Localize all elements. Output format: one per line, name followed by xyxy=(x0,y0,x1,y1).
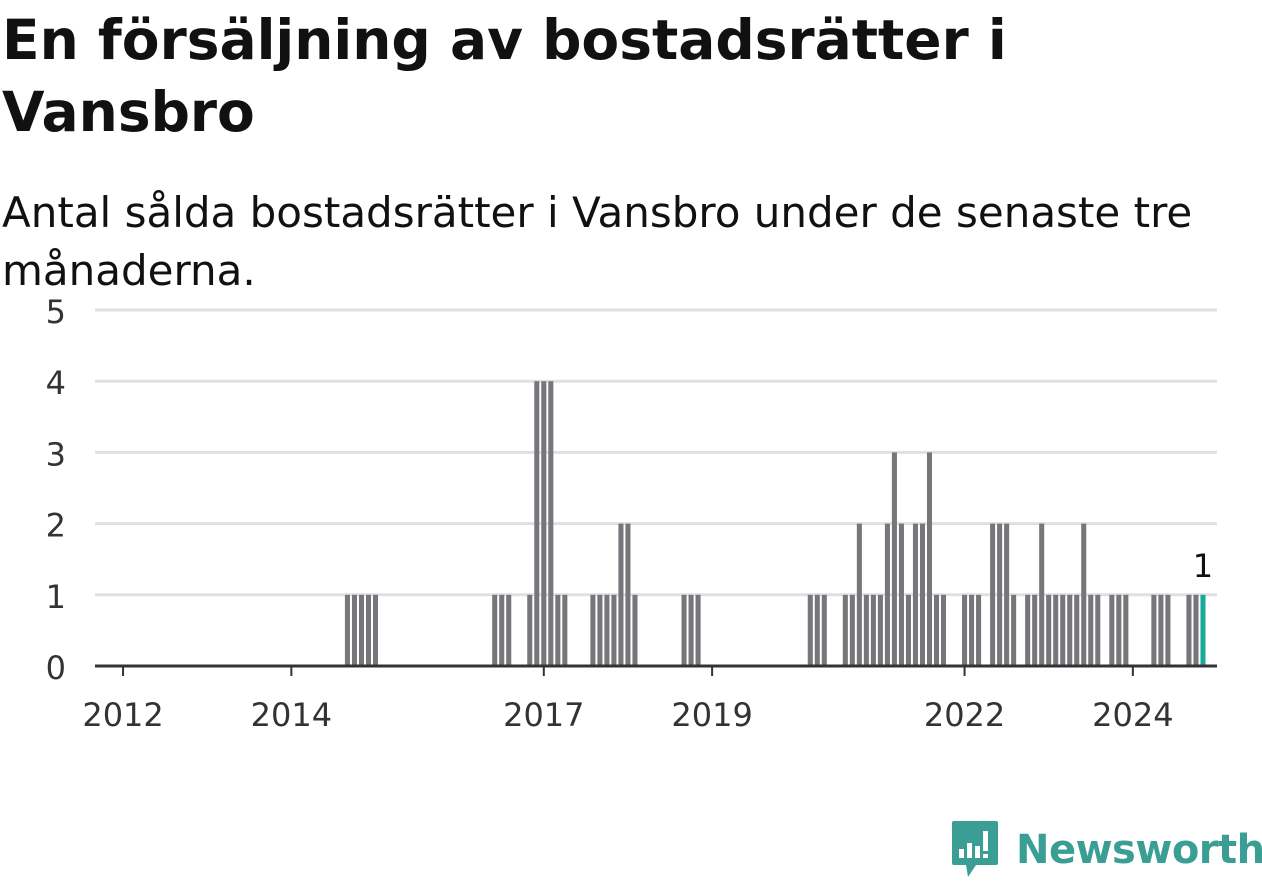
bar-chart-speech-bubble-icon xyxy=(952,821,998,877)
bar xyxy=(1186,594,1192,666)
gridlines xyxy=(95,308,1217,597)
bars xyxy=(344,381,1206,666)
bar xyxy=(534,381,540,666)
bar xyxy=(807,594,813,666)
bar xyxy=(933,594,940,666)
bar-chart: 0 1 2 3 4 5 2012 2014 2017 2019 2022 2024 1 xyxy=(46,293,1217,730)
y-tick-label: 5 xyxy=(46,293,66,331)
bar xyxy=(912,523,918,666)
bar xyxy=(1151,594,1157,666)
bar xyxy=(527,594,533,666)
y-axis-ticks: 0 1 2 3 4 5 xyxy=(46,293,66,687)
bar xyxy=(990,523,996,666)
bar xyxy=(625,523,631,666)
bar xyxy=(1053,594,1059,666)
bar xyxy=(891,452,897,666)
highlight-bar xyxy=(1200,594,1206,666)
bar xyxy=(1067,594,1073,666)
bar xyxy=(611,594,617,666)
bar xyxy=(1158,594,1164,666)
newsworthy-logo: Newsworthy xyxy=(950,818,1262,882)
bar xyxy=(590,594,596,666)
bar xyxy=(976,594,982,666)
bar xyxy=(919,523,925,666)
bar xyxy=(548,381,554,666)
bar xyxy=(842,594,848,666)
bar xyxy=(358,594,364,666)
bar xyxy=(499,594,505,666)
bar xyxy=(344,594,350,666)
bar xyxy=(597,594,603,666)
bar xyxy=(969,594,975,666)
bar xyxy=(926,452,933,666)
y-tick-label: 2 xyxy=(46,507,66,545)
bar xyxy=(870,594,876,666)
bar xyxy=(1032,594,1038,666)
bar xyxy=(351,594,357,666)
bar xyxy=(1011,594,1017,666)
highlight-value-label: 1 xyxy=(1193,547,1213,585)
bar xyxy=(1116,594,1122,666)
bar xyxy=(1025,594,1031,666)
bar xyxy=(1123,594,1129,666)
bar xyxy=(884,523,890,666)
x-tick-label: 2017 xyxy=(503,696,584,730)
brand-name: Newsworthy xyxy=(1016,827,1262,873)
bar xyxy=(541,381,547,666)
bar xyxy=(1004,523,1010,666)
bar xyxy=(492,594,498,666)
bar xyxy=(604,594,610,666)
bar xyxy=(856,523,862,666)
bar xyxy=(1109,594,1115,666)
x-tick-label: 2022 xyxy=(924,696,1005,730)
bar xyxy=(962,594,968,666)
bar xyxy=(618,523,624,666)
bar xyxy=(555,594,561,666)
bar xyxy=(940,594,947,666)
bar xyxy=(849,594,855,666)
chart-subtitle: Antal sålda bostadsrätter i Vansbro unde… xyxy=(2,188,1193,295)
x-tick-label: 2024 xyxy=(1092,696,1173,730)
bar xyxy=(905,594,911,666)
bar xyxy=(997,523,1003,666)
y-tick-label: 4 xyxy=(46,364,66,402)
y-tick-label: 3 xyxy=(46,435,66,473)
bar xyxy=(562,594,568,666)
bar xyxy=(1060,594,1066,666)
bar xyxy=(1165,594,1171,666)
bar xyxy=(506,594,512,666)
bar xyxy=(372,594,379,666)
y-tick-label: 0 xyxy=(46,649,66,687)
bar xyxy=(688,594,694,666)
bar xyxy=(898,523,904,666)
bar xyxy=(1046,594,1052,666)
bar xyxy=(1039,523,1045,666)
bar xyxy=(1074,594,1080,666)
bar xyxy=(877,594,883,666)
bar xyxy=(681,594,687,666)
bar xyxy=(1081,523,1087,666)
bar xyxy=(365,594,372,666)
y-tick-label: 1 xyxy=(46,578,66,616)
x-tick-label: 2012 xyxy=(82,696,163,730)
bar xyxy=(1193,594,1199,666)
bar xyxy=(863,594,869,666)
x-tick-label: 2019 xyxy=(671,696,752,730)
bar xyxy=(821,594,827,666)
bar xyxy=(814,594,820,666)
bar xyxy=(632,594,638,666)
x-tick-label: 2014 xyxy=(251,696,332,730)
bar xyxy=(1088,594,1094,666)
bar xyxy=(1095,594,1101,666)
chart-title: En försäljning av bostadsrätter i Vansbr… xyxy=(2,8,1007,144)
x-axis-ticks: 2012 2014 2017 2019 2022 2024 xyxy=(82,666,1174,730)
bar xyxy=(695,594,701,666)
